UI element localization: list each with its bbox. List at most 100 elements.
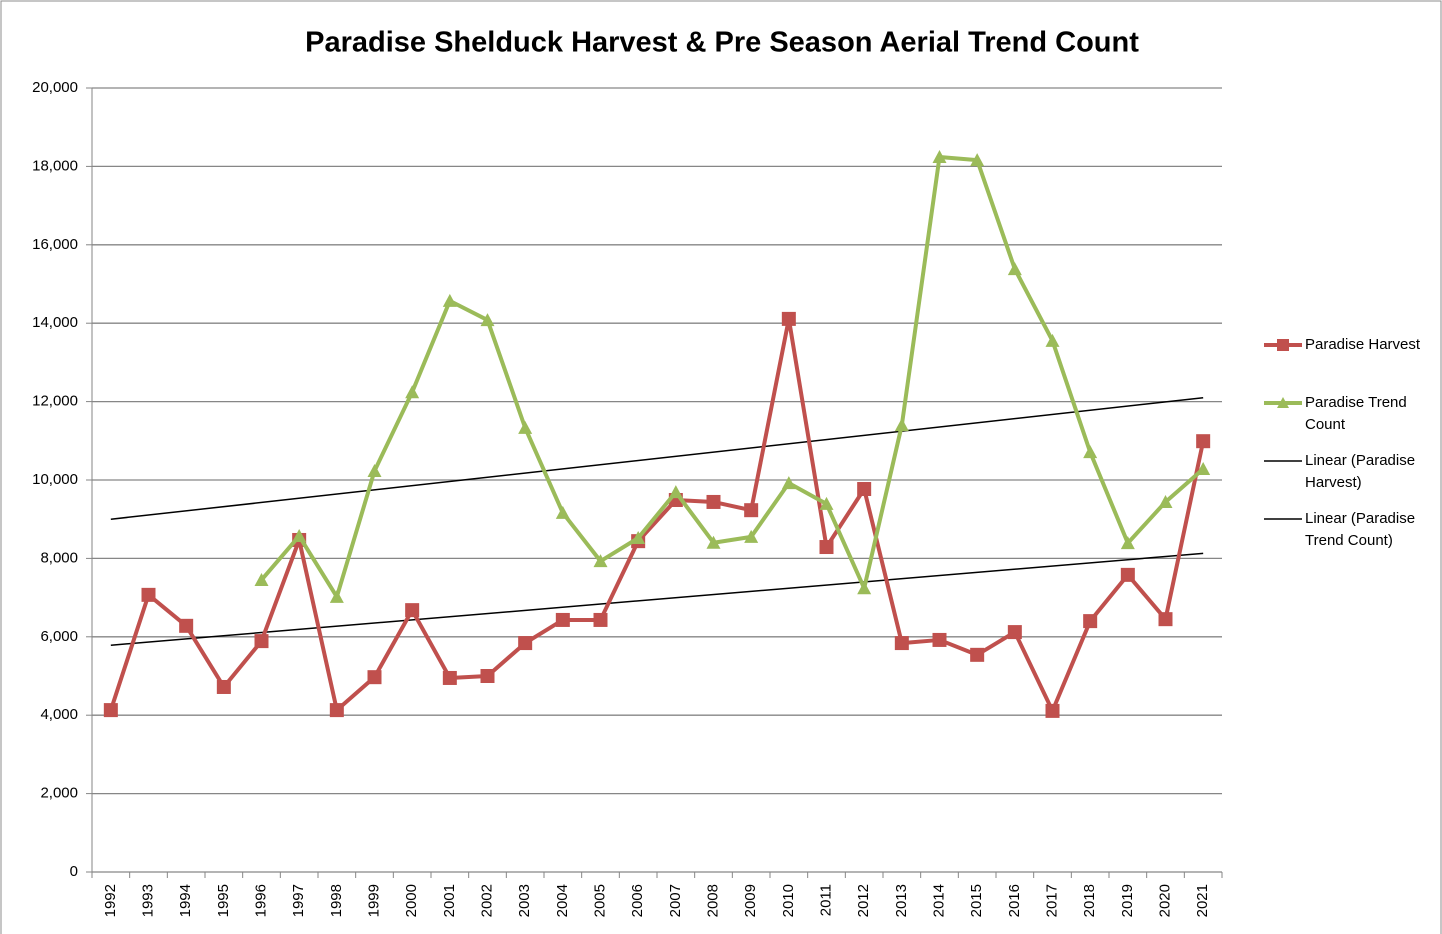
marker xyxy=(781,311,796,326)
marker xyxy=(555,505,570,519)
marker xyxy=(819,540,834,555)
marker xyxy=(329,703,344,718)
x-tick-label: 2016 xyxy=(1006,884,1023,917)
y-tick-label: 8,000 xyxy=(40,549,78,566)
x-tick-label: 2005 xyxy=(591,884,608,917)
marker xyxy=(744,529,759,543)
marker xyxy=(254,572,269,586)
x-tick-label: 2007 xyxy=(667,884,684,917)
marker xyxy=(781,476,796,490)
y-tick-label: 2,000 xyxy=(40,785,78,802)
marker xyxy=(1045,703,1060,718)
marker xyxy=(405,385,420,399)
x-tick-label: 1996 xyxy=(252,884,269,917)
marker xyxy=(819,496,834,510)
legend-label: Paradise Harvest xyxy=(1305,336,1421,353)
x-tick-label: 2004 xyxy=(554,884,571,917)
x-tick-label: 2017 xyxy=(1043,884,1060,917)
y-tick-label: 12,000 xyxy=(32,393,78,410)
x-tick-label: 2009 xyxy=(742,884,759,917)
marker xyxy=(668,485,683,499)
legend-marker xyxy=(1277,339,1289,351)
marker xyxy=(1045,333,1060,347)
marker xyxy=(744,503,759,518)
marker xyxy=(857,581,872,595)
marker xyxy=(518,636,533,651)
x-tick-label: 2002 xyxy=(478,884,495,917)
marker xyxy=(141,587,156,602)
x-tick-label: 1993 xyxy=(139,884,156,917)
marker xyxy=(329,589,344,603)
x-tick-label: 2018 xyxy=(1081,884,1098,917)
marker xyxy=(1083,614,1098,629)
series-line xyxy=(259,154,1205,599)
x-tick-label: 2010 xyxy=(780,884,797,917)
y-tick-label: 6,000 xyxy=(40,628,78,645)
legend-label: Linear (Paradise Trend Count) xyxy=(1305,510,1416,549)
trend-line xyxy=(110,396,1204,520)
x-tick-label: 2014 xyxy=(930,884,947,917)
y-tick-label: 20,000 xyxy=(32,79,78,96)
legend-label: Paradise Trend Count xyxy=(1305,394,1407,433)
marker xyxy=(367,463,382,477)
marker xyxy=(480,669,495,683)
marker xyxy=(216,679,231,694)
x-tick-label: 2013 xyxy=(893,884,910,917)
legend-label: Linear (Paradise Harvest) xyxy=(1305,452,1416,491)
marker xyxy=(631,531,646,545)
marker xyxy=(367,670,382,685)
marker xyxy=(292,529,307,543)
y-tick-label: 16,000 xyxy=(32,236,78,253)
legend-marker xyxy=(1277,397,1289,408)
marker xyxy=(970,647,985,662)
x-tick-label: 2015 xyxy=(968,884,985,917)
x-tick-label: 1999 xyxy=(365,884,382,917)
marker xyxy=(1120,567,1135,582)
x-tick-label: 2001 xyxy=(441,884,458,917)
x-tick-label: 2003 xyxy=(516,884,533,917)
marker xyxy=(442,670,457,685)
marker xyxy=(932,149,947,163)
marker xyxy=(1158,494,1173,508)
marker xyxy=(555,612,570,627)
y-tick-label: 4,000 xyxy=(40,706,78,723)
marker xyxy=(1158,612,1173,627)
x-tick-label: 2019 xyxy=(1119,884,1136,917)
x-tick-label: 2012 xyxy=(855,884,872,917)
marker xyxy=(405,603,420,618)
x-tick-label: 2008 xyxy=(704,884,721,917)
marker xyxy=(894,418,909,432)
marker xyxy=(1007,625,1022,640)
chart-title: Paradise Shelduck Harvest & Pre Season A… xyxy=(305,27,1139,59)
y-tick-label: 0 xyxy=(70,863,78,880)
y-tick-label: 14,000 xyxy=(32,314,78,331)
x-tick-label: 2006 xyxy=(629,884,646,917)
marker xyxy=(103,703,118,718)
marker xyxy=(442,293,457,307)
y-tick-label: 18,000 xyxy=(32,157,78,174)
marker xyxy=(593,554,608,568)
series-line xyxy=(108,316,1206,713)
marker xyxy=(480,313,495,327)
marker xyxy=(1196,434,1211,449)
marker xyxy=(932,632,947,647)
x-tick-label: 1992 xyxy=(102,884,119,917)
marker xyxy=(857,482,872,497)
trend-line xyxy=(110,552,1204,646)
marker xyxy=(593,612,608,627)
marker xyxy=(1083,445,1098,459)
marker xyxy=(894,636,909,651)
x-tick-label: 1998 xyxy=(328,884,345,917)
x-tick-label: 2011 xyxy=(817,884,834,916)
x-tick-label: 2021 xyxy=(1194,884,1211,917)
x-tick-label: 2020 xyxy=(1156,884,1173,917)
marker xyxy=(179,618,194,633)
marker xyxy=(1007,262,1022,276)
x-tick-label: 1995 xyxy=(215,884,232,917)
x-tick-label: 1994 xyxy=(177,884,194,917)
marker xyxy=(970,153,985,167)
x-tick-label: 1997 xyxy=(290,884,307,917)
x-tick-label: 2000 xyxy=(403,884,420,917)
